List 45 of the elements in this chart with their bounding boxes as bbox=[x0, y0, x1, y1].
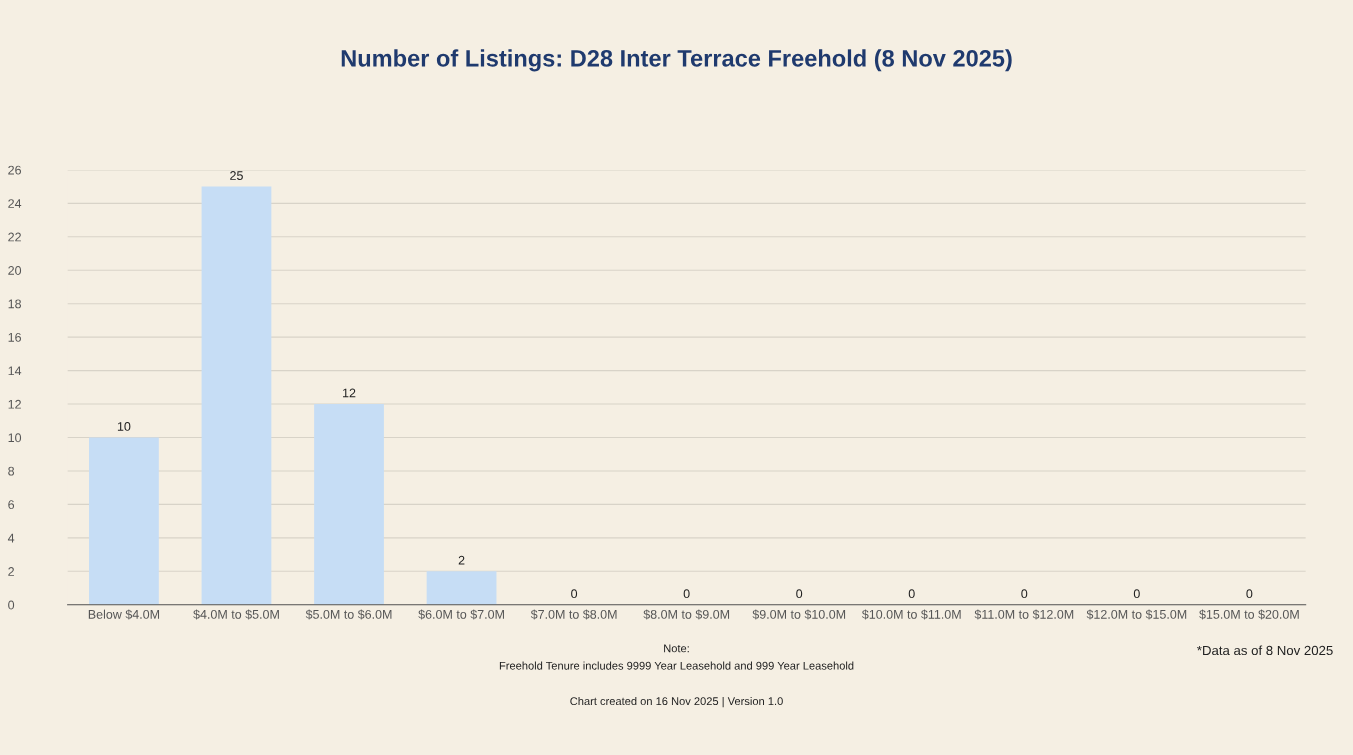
y-tick-label: 12 bbox=[8, 399, 21, 409]
text: Chart created on 16 Nov 2025 | Version 1.0 bbox=[570, 696, 783, 708]
data-label: 2 bbox=[458, 555, 465, 565]
text: Freehold Tenure includes 9999 Year Leasehold and 999 Year Leasehold bbox=[499, 661, 854, 670]
data-label: 0 bbox=[1246, 589, 1253, 599]
data-label: 0 bbox=[796, 589, 803, 599]
y-tick-label: 10 bbox=[8, 433, 22, 443]
x-tick-label: $7.0M to $8.0M bbox=[530, 609, 617, 620]
bar bbox=[314, 404, 384, 605]
data-label: 0 bbox=[1133, 589, 1140, 599]
x-tick-label: $11.0M to $12.0M bbox=[974, 609, 1074, 620]
text: Note: bbox=[664, 644, 689, 653]
data-label: 0 bbox=[683, 589, 690, 599]
y-tick-label: 16 bbox=[8, 332, 22, 342]
data-label: 0 bbox=[908, 589, 915, 599]
x-tick-label: $4.0M to $5.0M bbox=[193, 609, 279, 620]
bar bbox=[426, 571, 497, 605]
data-label: 0 bbox=[571, 589, 578, 599]
chart-title: Number of Listings: D28 Inter Terrace Freehold (8 Nov 2025) bbox=[341, 49, 1012, 72]
x-tick-label: $9.0M to $10.0M bbox=[752, 609, 846, 620]
x-tick-label: $15.0M to $20.0M bbox=[1199, 609, 1299, 620]
bar bbox=[201, 186, 272, 605]
y-tick-label: 20 bbox=[8, 266, 22, 275]
x-tick-label: Below $4.0M bbox=[88, 609, 160, 620]
y-tick-label: 24 bbox=[8, 199, 22, 208]
y-tick-label: 14 bbox=[8, 366, 22, 376]
data-label: 12 bbox=[343, 388, 356, 398]
text: *Data as of 8 Nov 2025 bbox=[1197, 645, 1333, 656]
y-tick-label: 26 bbox=[8, 165, 22, 175]
x-tick-label: $5.0M to $6.0M bbox=[305, 609, 392, 620]
y-tick-label: 18 bbox=[8, 299, 22, 309]
y-tick-label: 0 bbox=[8, 600, 15, 610]
y-tick-label: 8 bbox=[8, 466, 15, 476]
y-tick-label: 4 bbox=[7, 533, 15, 543]
data-label: 25 bbox=[230, 171, 243, 180]
bar bbox=[89, 437, 159, 605]
x-tick-label: $8.0M to $9.0M bbox=[643, 609, 730, 620]
data-label: 10 bbox=[117, 422, 131, 431]
data-label: 0 bbox=[1021, 589, 1028, 599]
y-tick-label: 2 bbox=[8, 567, 14, 576]
x-tick-label: $6.0M to $7.0M bbox=[418, 609, 504, 620]
x-tick-label: $10.0M to $11.0M bbox=[861, 609, 961, 620]
y-tick-label: 6 bbox=[8, 500, 15, 510]
x-tick-label: $12.0M to $15.0M bbox=[1086, 609, 1187, 620]
y-tick-label: 22 bbox=[8, 232, 21, 242]
